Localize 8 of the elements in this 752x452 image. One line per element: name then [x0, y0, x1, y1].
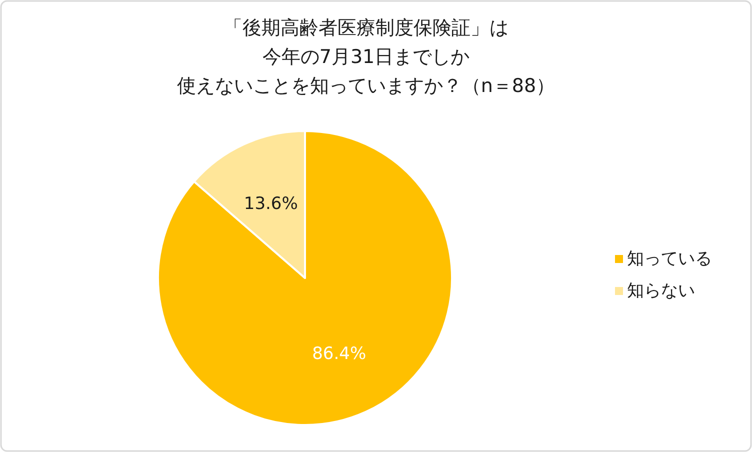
- data-label: 13.6%: [244, 194, 298, 214]
- text: 使えないことを知っていますか？（n＝88）: [176, 75, 556, 97]
- text: 今年の7月31日までしか: [262, 46, 470, 68]
- text: 「後期高齢者医療制度保険証」は: [224, 17, 508, 39]
- pie-slice: [157, 130, 453, 426]
- data-label: 86.4%: [312, 344, 366, 364]
- legend-label: 知らない: [627, 281, 695, 301]
- legend-label: 知っている: [627, 249, 712, 269]
